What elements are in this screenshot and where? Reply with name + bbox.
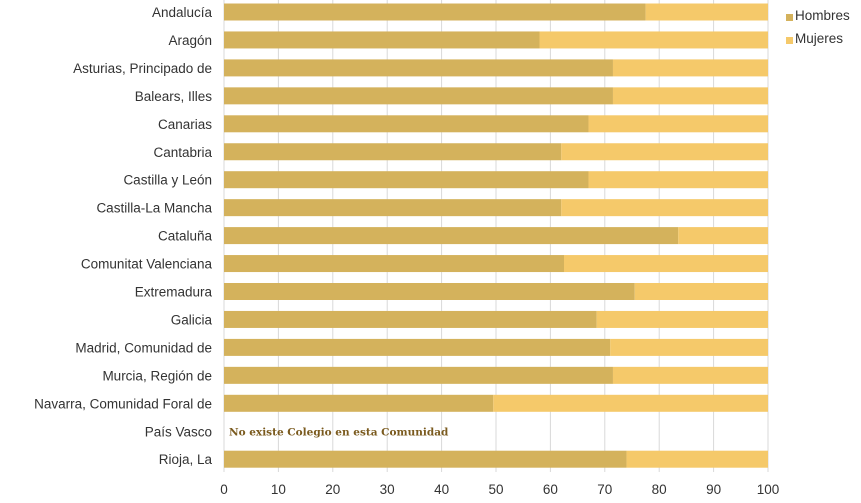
x-tick-label: 100	[757, 482, 780, 497]
bar-hombres-canarias	[224, 115, 589, 133]
bar-mujeres-cantabria	[561, 143, 768, 161]
legend-label-mujeres: Mujeres	[795, 31, 843, 46]
category-label-galicia: Galicia	[171, 312, 213, 327]
bar-hombres-asturias-principado-de	[224, 59, 613, 77]
bar-hombres-rioja-la	[224, 450, 627, 468]
bar-mujeres-navarra-comunidad-foral-de	[493, 394, 768, 412]
category-label-extremadura: Extremadura	[135, 285, 213, 300]
category-label-asturias-principado-de: Asturias, Principado de	[73, 61, 212, 76]
bars	[224, 3, 768, 468]
category-label-navarra-comunidad-foral-de: Navarra, Comunidad Foral de	[34, 396, 212, 411]
x-tick-label: 70	[597, 482, 612, 497]
bar-mujeres-asturias-principado-de	[612, 59, 768, 77]
bar-mujeres-rioja-la	[626, 450, 768, 468]
legend-swatch-mujeres	[786, 37, 793, 44]
bar-hombres-murcia-region-de	[224, 366, 613, 384]
bar-mujeres-aragon	[539, 31, 768, 49]
x-tick-label: 50	[488, 482, 503, 497]
category-label-comunitat-valenciana: Comunitat Valenciana	[81, 257, 213, 272]
category-label-pais-vasco: País Vasco	[145, 424, 212, 439]
x-tick-label: 90	[706, 482, 721, 497]
category-label-cataluna: Cataluña	[158, 229, 213, 244]
x-tick-label: 60	[543, 482, 558, 497]
bar-mujeres-murcia-region-de	[612, 366, 768, 384]
bar-mujeres-cataluna	[678, 227, 768, 245]
category-label-aragon: Aragón	[168, 33, 212, 48]
legend-label-hombres: Hombres	[795, 8, 850, 23]
bar-mujeres-comunitat-valenciana	[564, 255, 768, 273]
legend: Hombres Mujeres	[786, 8, 850, 46]
category-label-castilla-y-leon: Castilla y León	[123, 173, 212, 188]
bar-hombres-galicia	[224, 310, 597, 328]
category-label-madrid-comunidad-de: Madrid, Comunidad de	[75, 340, 212, 355]
category-labels: Andalucía Aragón Asturias, Principado de Ba…	[34, 5, 212, 467]
category-label-cantabria: Cantabria	[153, 145, 212, 160]
bar-mujeres-canarias	[588, 115, 768, 133]
x-tick-label: 30	[380, 482, 395, 497]
category-label-canarias: Canarias	[158, 117, 212, 132]
bar-hombres-navarra-comunidad-foral-de	[224, 394, 494, 412]
bar-mujeres-madrid-comunidad-de	[610, 338, 768, 356]
x-tick-label: 40	[434, 482, 449, 497]
bar-hombres-cataluna	[224, 227, 679, 245]
bar-mujeres-castilla-y-leon	[588, 171, 768, 189]
bar-mujeres-galicia	[596, 310, 768, 328]
x-tick-label: 0	[220, 482, 228, 497]
bar-mujeres-extremadura	[634, 283, 768, 300]
bar-hombres-cantabria	[224, 143, 562, 161]
bar-mujeres-castilla-la-mancha	[561, 199, 768, 217]
category-label-castilla-la-mancha: Castilla-La Mancha	[96, 201, 212, 216]
bar-mujeres-andalucia	[645, 3, 768, 21]
x-tick-label: 80	[652, 482, 667, 497]
bar-hombres-balears-illes	[224, 87, 613, 105]
category-label-balears-illes: Balears, Illes	[135, 89, 213, 104]
bar-hombres-comunitat-valenciana	[224, 255, 564, 273]
x-tick-label: 10	[271, 482, 286, 497]
bar-mujeres-balears-illes	[612, 87, 768, 105]
annotations: No existe Colegio en esta Comunidad	[229, 426, 449, 438]
annotation-no-data: No existe Colegio en esta Comunidad	[229, 426, 449, 438]
category-label-rioja-la: Rioja, La	[159, 452, 213, 467]
bar-hombres-aragon	[224, 31, 540, 49]
x-tick-label: 20	[325, 482, 340, 497]
bar-hombres-madrid-comunidad-de	[224, 338, 611, 356]
category-label-murcia-region-de: Murcia, Región de	[102, 368, 212, 383]
category-label-andalucia: Andalucía	[152, 5, 213, 20]
bar-hombres-castilla-y-leon	[224, 171, 589, 189]
legend-swatch-hombres	[786, 14, 793, 21]
bar-hombres-andalucia	[224, 3, 646, 21]
bar-hombres-extremadura	[224, 283, 635, 300]
x-axis-ticks: 0 10 20 30 40 50 60 70 80 90 100	[220, 482, 779, 497]
bar-hombres-castilla-la-mancha	[224, 199, 562, 217]
